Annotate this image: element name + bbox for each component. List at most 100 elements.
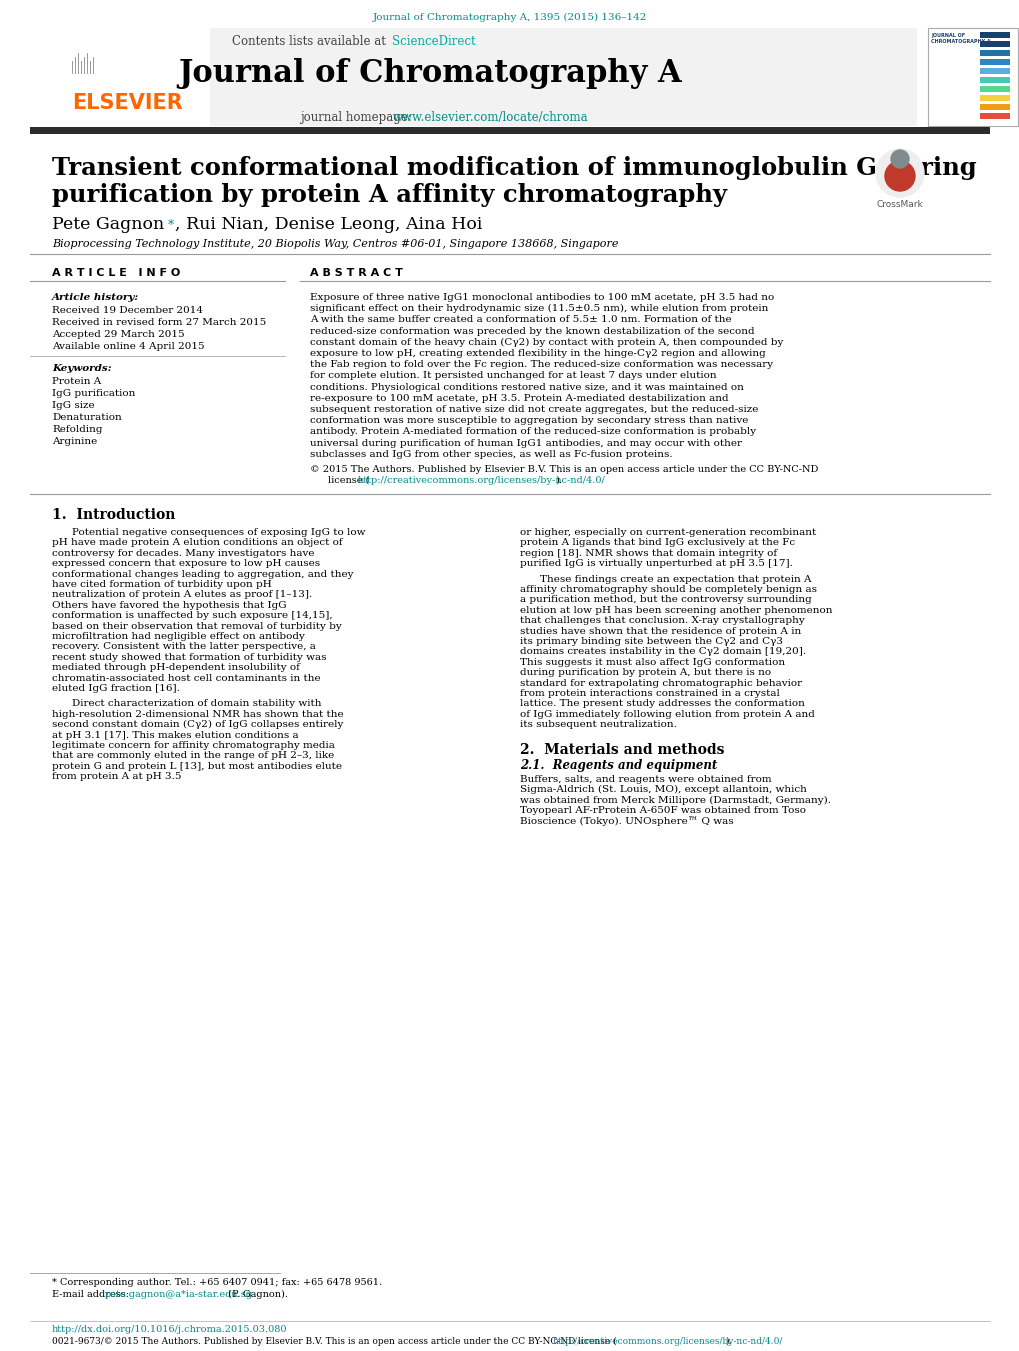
Text: have cited formation of turbidity upon pH: have cited formation of turbidity upon p… [52, 580, 271, 589]
Text: that are commonly eluted in the range of pH 2–3, like: that are commonly eluted in the range of… [52, 751, 334, 761]
Text: from protein interactions constrained in a crystal: from protein interactions constrained in… [520, 689, 780, 698]
Text: expressed concern that exposure to low pH causes: expressed concern that exposure to low p… [52, 559, 320, 569]
Text: These findings create an expectation that protein A: These findings create an expectation tha… [539, 574, 811, 584]
Text: a purification method, but the controversy surrounding: a purification method, but the controver… [520, 596, 811, 604]
Circle shape [891, 150, 908, 168]
Text: ).: ). [554, 476, 561, 485]
FancyBboxPatch shape [979, 113, 1009, 119]
Text: its subsequent neutralization.: its subsequent neutralization. [520, 720, 677, 730]
Text: license (: license ( [328, 476, 369, 485]
Text: at pH 3.1 [17]. This makes elution conditions a: at pH 3.1 [17]. This makes elution condi… [52, 731, 299, 739]
FancyBboxPatch shape [979, 95, 1009, 101]
FancyBboxPatch shape [62, 28, 210, 126]
Text: subsequent restoration of native size did not create aggregates, but the reduced: subsequent restoration of native size di… [310, 405, 758, 413]
Text: was obtained from Merck Millipore (Darmstadt, Germany).: was obtained from Merck Millipore (Darms… [520, 796, 830, 805]
Text: pete.gagnon@a*ia-star.edu.sg: pete.gagnon@a*ia-star.edu.sg [105, 1290, 253, 1300]
FancyBboxPatch shape [979, 41, 1009, 47]
Text: neutralization of protein A elutes as proof [1–13].: neutralization of protein A elutes as pr… [52, 590, 312, 600]
Text: exposure to low pH, creating extended flexibility in the hinge-Cγ2 region and al: exposure to low pH, creating extended fl… [310, 349, 765, 358]
Text: significant effect on their hydrodynamic size (11.5±0.5 nm), while elution from : significant effect on their hydrodynamic… [310, 304, 767, 313]
Text: based on their observation that removal of turbidity by: based on their observation that removal … [52, 621, 341, 631]
Text: Buffers, salts, and reagents were obtained from: Buffers, salts, and reagents were obtain… [520, 774, 770, 784]
Text: or higher, especially on current-generation recombinant: or higher, especially on current-generat… [520, 528, 815, 536]
Text: that challenges that conclusion. X-ray crystallography: that challenges that conclusion. X-ray c… [520, 616, 804, 626]
FancyBboxPatch shape [979, 50, 1009, 55]
Text: Protein A: Protein A [52, 377, 101, 386]
Text: standard for extrapolating chromatographic behavior: standard for extrapolating chromatograph… [520, 678, 801, 688]
Text: Received 19 December 2014: Received 19 December 2014 [52, 305, 203, 315]
Text: protein A ligands that bind IgG exclusively at the Fc: protein A ligands that bind IgG exclusiv… [520, 539, 795, 547]
Text: Arginine: Arginine [52, 436, 97, 446]
Text: from protein A at pH 3.5: from protein A at pH 3.5 [52, 773, 181, 781]
Text: 0021-9673/© 2015 The Authors. Published by Elsevier B.V. This is an open access : 0021-9673/© 2015 The Authors. Published … [52, 1337, 616, 1346]
Text: CHROMATOGRAPHY A: CHROMATOGRAPHY A [930, 39, 989, 45]
Text: Contents lists available at: Contents lists available at [232, 35, 389, 49]
Text: microfiltration had negligible effect on antibody: microfiltration had negligible effect on… [52, 632, 305, 640]
Text: lattice. The present study addresses the conformation: lattice. The present study addresses the… [520, 700, 804, 708]
FancyBboxPatch shape [62, 28, 916, 126]
Text: elution at low pH has been screening another phenomenon: elution at low pH has been screening ano… [520, 605, 832, 615]
Text: legitimate concern for affinity chromatography media: legitimate concern for affinity chromato… [52, 740, 334, 750]
FancyBboxPatch shape [979, 68, 1009, 74]
Text: second constant domain (Cγ2) of IgG collapses entirely: second constant domain (Cγ2) of IgG coll… [52, 720, 343, 730]
Text: Journal of Chromatography A: Journal of Chromatography A [178, 58, 681, 89]
Text: Sigma-Aldrich (St. Louis, MO), except allantoin, which: Sigma-Aldrich (St. Louis, MO), except al… [520, 785, 806, 794]
Text: conditions. Physiological conditions restored native size, and it was maintained: conditions. Physiological conditions res… [310, 382, 743, 392]
Text: Keywords:: Keywords: [52, 363, 111, 373]
Text: E-mail address:: E-mail address: [52, 1290, 132, 1300]
Text: ).: ). [725, 1337, 731, 1346]
Text: Accepted 29 March 2015: Accepted 29 March 2015 [52, 330, 184, 339]
Text: A with the same buffer created a conformation of 5.5± 1.0 nm. Formation of the: A with the same buffer created a conform… [310, 315, 731, 324]
Text: JOURNAL OF: JOURNAL OF [930, 32, 964, 38]
Text: controversy for decades. Many investigators have: controversy for decades. Many investigat… [52, 549, 314, 558]
Text: A R T I C L E   I N F O: A R T I C L E I N F O [52, 267, 180, 278]
Text: Pete Gagnon: Pete Gagnon [52, 216, 164, 232]
Text: eluted IgG fraction [16].: eluted IgG fraction [16]. [52, 684, 179, 693]
Text: for complete elution. It persisted unchanged for at least 7 days under elution: for complete elution. It persisted uncha… [310, 372, 716, 381]
FancyBboxPatch shape [979, 86, 1009, 92]
Text: Potential negative consequences of exposing IgG to low: Potential negative consequences of expos… [72, 528, 365, 536]
Text: CrossMark: CrossMark [875, 200, 922, 209]
Text: Exposure of three native IgG1 monoclonal antibodies to 100 mM acetate, pH 3.5 ha: Exposure of three native IgG1 monoclonal… [310, 293, 773, 303]
Text: chromatin-associated host cell contaminants in the: chromatin-associated host cell contamina… [52, 674, 320, 682]
Text: recent study showed that formation of turbidity was: recent study showed that formation of tu… [52, 653, 326, 662]
Text: mediated through pH-dependent insolubility of: mediated through pH-dependent insolubili… [52, 663, 300, 673]
Text: conformation was more susceptible to aggregation by secondary stress than native: conformation was more susceptible to agg… [310, 416, 748, 426]
Text: * Corresponding author. Tel.: +65 6407 0941; fax: +65 6478 9561.: * Corresponding author. Tel.: +65 6407 0… [52, 1278, 382, 1288]
Text: region [18]. NMR shows that domain integrity of: region [18]. NMR shows that domain integ… [520, 549, 776, 558]
Text: antibody. Protein A-mediated formation of the reduced-size conformation is proba: antibody. Protein A-mediated formation o… [310, 427, 755, 436]
Text: http://dx.doi.org/10.1016/j.chroma.2015.03.080: http://dx.doi.org/10.1016/j.chroma.2015.… [52, 1325, 287, 1333]
Text: Available online 4 April 2015: Available online 4 April 2015 [52, 342, 205, 351]
Text: *: * [168, 219, 174, 232]
Text: http://creativecommons.org/licenses/by-nc-nd/4.0/: http://creativecommons.org/licenses/by-n… [552, 1337, 783, 1346]
Text: conformational changes leading to aggregation, and they: conformational changes leading to aggreg… [52, 570, 354, 578]
FancyBboxPatch shape [979, 104, 1009, 109]
Text: IgG purification: IgG purification [52, 389, 136, 399]
Text: Received in revised form 27 March 2015: Received in revised form 27 March 2015 [52, 317, 266, 327]
FancyBboxPatch shape [979, 77, 1009, 82]
Text: Refolding: Refolding [52, 426, 102, 434]
Text: purified IgG is virtually unperturbed at pH 3.5 [17].: purified IgG is virtually unperturbed at… [520, 559, 792, 569]
Text: Bioscience (Tokyo). UNOsphere™ Q was: Bioscience (Tokyo). UNOsphere™ Q was [520, 816, 733, 825]
Text: the Fab region to fold over the Fc region. The reduced-size conformation was nec: the Fab region to fold over the Fc regio… [310, 361, 772, 369]
Text: re-exposure to 100 mM acetate, pH 3.5. Protein A-mediated destabilization and: re-exposure to 100 mM acetate, pH 3.5. P… [310, 393, 728, 403]
Text: ELSEVIER: ELSEVIER [72, 93, 182, 113]
Text: © 2015 The Authors. Published by Elsevier B.V. This is an open access article un: © 2015 The Authors. Published by Elsevie… [310, 465, 817, 474]
Text: IgG size: IgG size [52, 401, 95, 409]
Text: Others have favored the hypothesis that IgG: Others have favored the hypothesis that … [52, 601, 286, 609]
FancyBboxPatch shape [927, 28, 1017, 126]
Text: 2.  Materials and methods: 2. Materials and methods [520, 743, 723, 757]
Text: Bioprocessing Technology Institute, 20 Biopolis Way, Centros #06-01, Singapore 1: Bioprocessing Technology Institute, 20 B… [52, 239, 618, 249]
Text: of IgG immediately following elution from protein A and: of IgG immediately following elution fro… [520, 709, 814, 719]
Circle shape [875, 149, 923, 197]
Text: http://creativecommons.org/licenses/by-nc-nd/4.0/: http://creativecommons.org/licenses/by-n… [358, 476, 605, 485]
Text: studies have shown that the residence of protein A in: studies have shown that the residence of… [520, 627, 801, 635]
Text: Denaturation: Denaturation [52, 413, 121, 422]
Text: pH have made protein A elution conditions an object of: pH have made protein A elution condition… [52, 539, 342, 547]
Text: This suggests it must also affect IgG conformation: This suggests it must also affect IgG co… [520, 658, 785, 667]
Text: constant domain of the heavy chain (Cγ2) by contact with protein A, then compoun: constant domain of the heavy chain (Cγ2)… [310, 338, 783, 347]
Text: Direct characterization of domain stability with: Direct characterization of domain stabil… [72, 700, 321, 708]
Text: Article history:: Article history: [52, 293, 140, 303]
Text: high-resolution 2-dimensional NMR has shown that the: high-resolution 2-dimensional NMR has sh… [52, 709, 343, 719]
Text: (P. Gagnon).: (P. Gagnon). [225, 1290, 287, 1300]
